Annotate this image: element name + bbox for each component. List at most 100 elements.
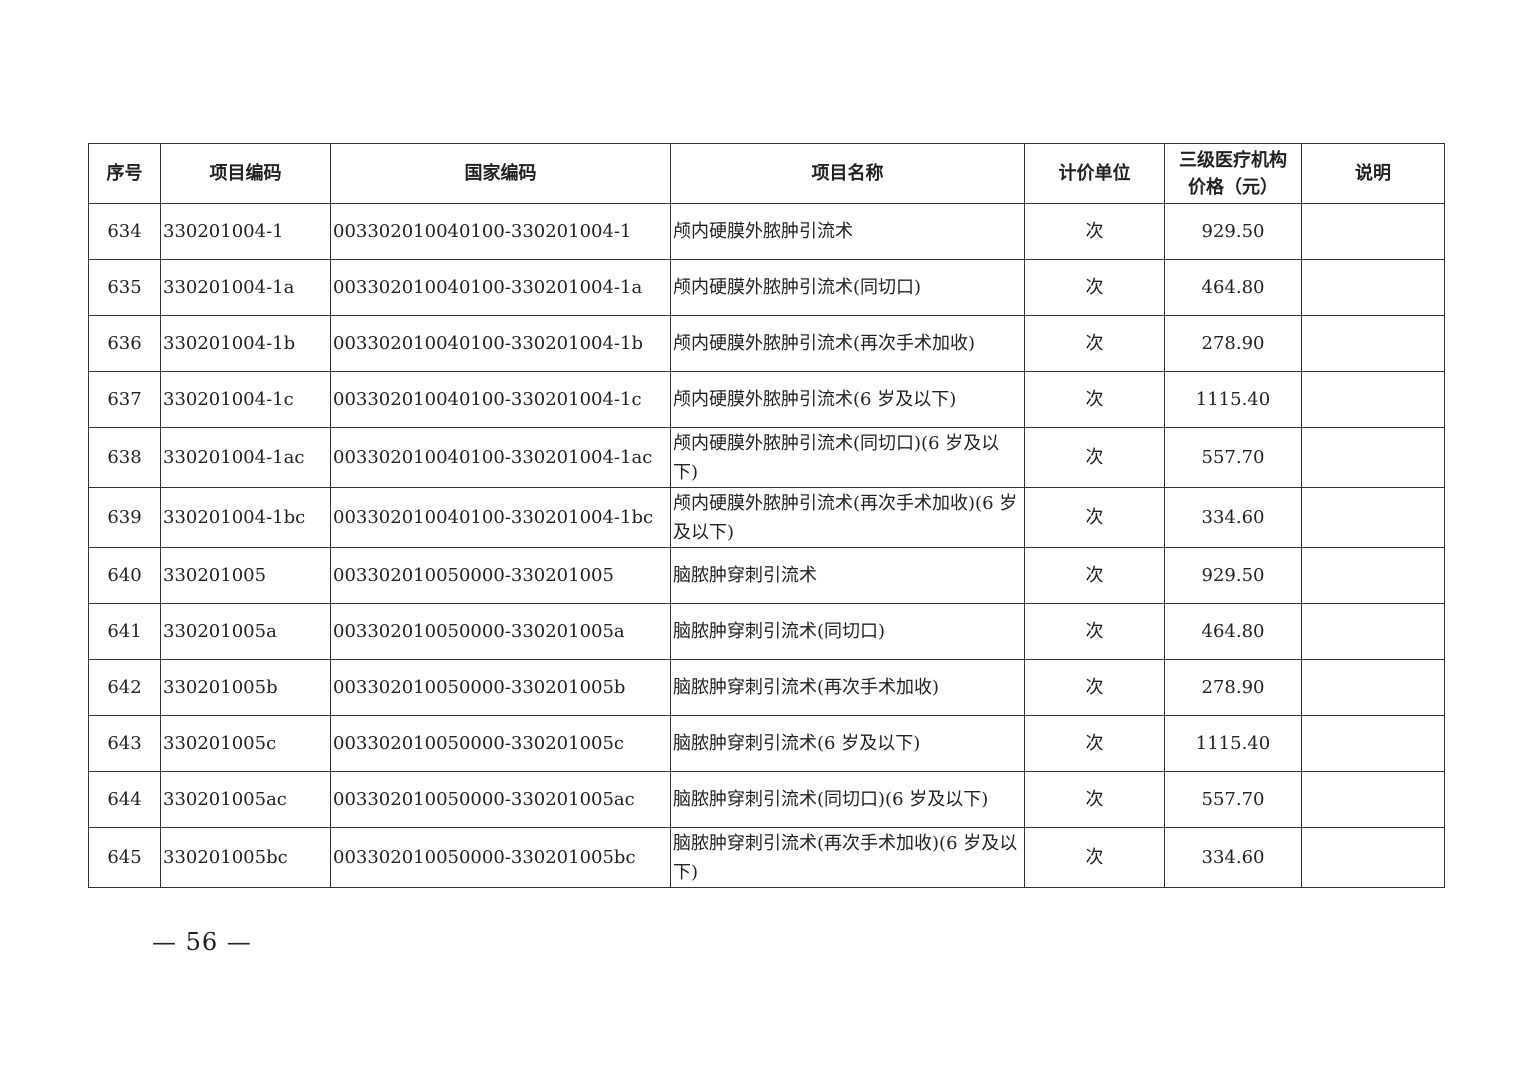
table-row: 640 330201005 003302010050000-330201005 脑脓肿…: [88, 547, 1445, 604]
cell-code: 330201004-1ac: [160, 427, 331, 488]
cell-price: 464.80: [1164, 259, 1302, 316]
cell-price: 334.60: [1164, 827, 1302, 888]
table-row: 641 330201005a 003302010050000-330201005a 脑…: [88, 603, 1445, 660]
cell-name: 脑脓肿穿刺引流术(6 岁及以下): [670, 715, 1025, 772]
cell-price: 278.90: [1164, 659, 1302, 716]
cell-note: [1301, 259, 1445, 316]
cell-price: 557.70: [1164, 771, 1302, 828]
table-row: 642 330201005b 003302010050000-330201005b 脑…: [88, 659, 1445, 716]
header-price: 三级医疗机构价格（元）: [1164, 143, 1302, 204]
cell-name: 脑脓肿穿刺引流术(同切口): [670, 603, 1025, 660]
cell-note: [1301, 427, 1445, 488]
cell-price: 464.80: [1164, 603, 1302, 660]
cell-name: 颅内硬膜外脓肿引流术(再次手术加收)(6 岁及以下): [670, 487, 1025, 548]
header-national-code: 国家编码: [330, 143, 671, 204]
cell-unit: 次: [1024, 315, 1165, 372]
cell-no: 642: [88, 659, 161, 716]
cell-unit: 次: [1024, 427, 1165, 488]
cell-national-code: 003302010050000-330201005bc: [330, 827, 671, 888]
cell-unit: 次: [1024, 371, 1165, 428]
header-code: 项目编码: [160, 143, 331, 204]
cell-price: 278.90: [1164, 315, 1302, 372]
cell-national-code: 003302010050000-330201005: [330, 547, 671, 604]
table-row: 645 330201005bc 003302010050000-330201005b…: [88, 827, 1445, 888]
table-row: 639 330201004-1bc 003302010040100-33020100…: [88, 487, 1445, 548]
cell-name: 脑脓肿穿刺引流术(再次手术加收)(6 岁及以下): [670, 827, 1025, 888]
table-row: 636 330201004-1b 003302010040100-330201004…: [88, 315, 1445, 372]
cell-unit: 次: [1024, 603, 1165, 660]
cell-code: 330201004-1bc: [160, 487, 331, 548]
cell-code: 330201005: [160, 547, 331, 604]
cell-note: [1301, 487, 1445, 548]
cell-national-code: 003302010050000-330201005ac: [330, 771, 671, 828]
cell-price: 1115.40: [1164, 715, 1302, 772]
cell-no: 638: [88, 427, 161, 488]
cell-national-code: 003302010040100-330201004-1b: [330, 315, 671, 372]
cell-unit: 次: [1024, 659, 1165, 716]
cell-national-code: 003302010050000-330201005a: [330, 603, 671, 660]
page-number: — 56 —: [152, 928, 252, 956]
cell-code: 330201005c: [160, 715, 331, 772]
cell-unit: 次: [1024, 259, 1165, 316]
cell-no: 637: [88, 371, 161, 428]
cell-note: [1301, 603, 1445, 660]
table-row: 638 330201004-1ac 003302010040100-33020100…: [88, 427, 1445, 488]
cell-price: 929.50: [1164, 547, 1302, 604]
cell-price: 1115.40: [1164, 371, 1302, 428]
table-row: 635 330201004-1a 003302010040100-330201004…: [88, 259, 1445, 316]
table-row: 637 330201004-1c 003302010040100-330201004…: [88, 371, 1445, 428]
cell-name: 脑脓肿穿刺引流术(再次手术加收): [670, 659, 1025, 716]
cell-code: 330201004-1: [160, 203, 331, 260]
cell-note: [1301, 659, 1445, 716]
cell-note: [1301, 315, 1445, 372]
cell-unit: 次: [1024, 203, 1165, 260]
cell-note: [1301, 203, 1445, 260]
cell-price: 557.70: [1164, 427, 1302, 488]
cell-unit: 次: [1024, 827, 1165, 888]
cell-national-code: 003302010040100-330201004-1c: [330, 371, 671, 428]
cell-unit: 次: [1024, 487, 1165, 548]
table-row: 634 330201004-1 003302010040100-330201004-…: [88, 203, 1445, 260]
cell-name: 颅内硬膜外脓肿引流术(同切口): [670, 259, 1025, 316]
cell-no: 641: [88, 603, 161, 660]
header-note: 说明: [1301, 143, 1445, 204]
table-row: 644 330201005ac 003302010050000-330201005a…: [88, 771, 1445, 828]
cell-code: 330201005a: [160, 603, 331, 660]
cell-no: 643: [88, 715, 161, 772]
cell-code: 330201005bc: [160, 827, 331, 888]
cell-name: 脑脓肿穿刺引流术(同切口)(6 岁及以下): [670, 771, 1025, 828]
header-name: 项目名称: [670, 143, 1025, 204]
table-row: 643 330201005c 003302010050000-330201005c 脑…: [88, 715, 1445, 772]
cell-code: 330201005b: [160, 659, 331, 716]
cell-price: 929.50: [1164, 203, 1302, 260]
cell-name: 脑脓肿穿刺引流术: [670, 547, 1025, 604]
cell-note: [1301, 771, 1445, 828]
cell-name: 颅内硬膜外脓肿引流术(同切口)(6 岁及以下): [670, 427, 1025, 488]
cell-code: 330201004-1b: [160, 315, 331, 372]
cell-no: 634: [88, 203, 161, 260]
cell-no: 640: [88, 547, 161, 604]
table-header-row: 序号 项目编码 国家编码 项目名称 计价单位 三级医疗机构价格（元） 说明: [88, 143, 1445, 204]
cell-name: 颅内硬膜外脓肿引流术(6 岁及以下): [670, 371, 1025, 428]
header-no: 序号: [88, 143, 161, 204]
cell-name: 颅内硬膜外脓肿引流术: [670, 203, 1025, 260]
cell-no: 635: [88, 259, 161, 316]
header-unit: 计价单位: [1024, 143, 1165, 204]
cell-national-code: 003302010040100-330201004-1ac: [330, 427, 671, 488]
cell-unit: 次: [1024, 715, 1165, 772]
cell-national-code: 003302010050000-330201005c: [330, 715, 671, 772]
cell-price: 334.60: [1164, 487, 1302, 548]
cell-national-code: 003302010040100-330201004-1a: [330, 259, 671, 316]
cell-national-code: 003302010040100-330201004-1bc: [330, 487, 671, 548]
cell-note: [1301, 827, 1445, 888]
cell-code: 330201005ac: [160, 771, 331, 828]
cell-no: 639: [88, 487, 161, 548]
cell-no: 645: [88, 827, 161, 888]
cell-code: 330201004-1c: [160, 371, 331, 428]
cell-national-code: 003302010050000-330201005b: [330, 659, 671, 716]
cell-code: 330201004-1a: [160, 259, 331, 316]
cell-unit: 次: [1024, 771, 1165, 828]
cell-unit: 次: [1024, 547, 1165, 604]
cell-national-code: 003302010040100-330201004-1: [330, 203, 671, 260]
price-table: 序号 项目编码 国家编码 项目名称 计价单位 三级医疗机构价格（元） 说明 63…: [88, 143, 1445, 888]
